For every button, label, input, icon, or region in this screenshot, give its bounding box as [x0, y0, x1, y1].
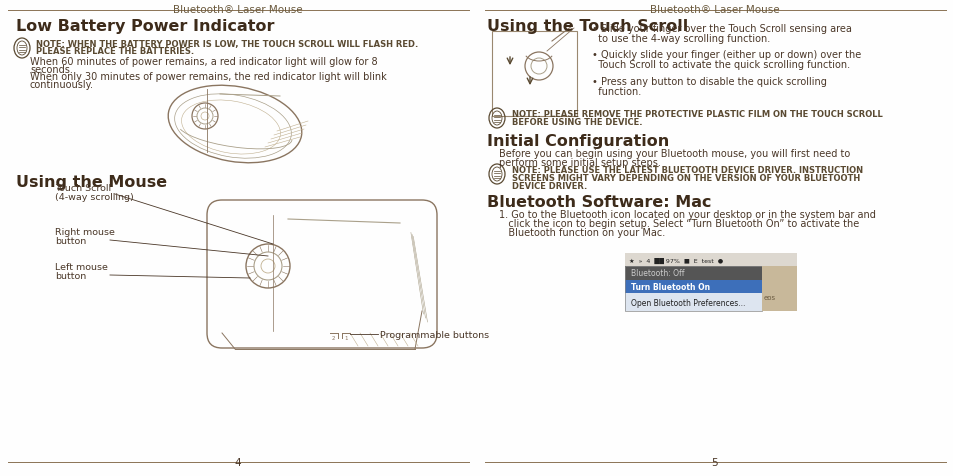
Text: Touch Scroll to activate the quick scrolling function.: Touch Scroll to activate the quick scrol…: [592, 60, 849, 70]
Bar: [624, 267, 761, 311]
Text: Before you can begin using your Bluetooth mouse, you will first need to: Before you can begin using your Bluetoot…: [498, 149, 849, 159]
Text: perform some initial setup steps.: perform some initial setup steps.: [498, 158, 660, 168]
Text: eos: eos: [763, 295, 776, 301]
Text: to use the 4-way scrolling function.: to use the 4-way scrolling function.: [592, 34, 769, 44]
Text: function.: function.: [592, 87, 640, 97]
Text: • Slide your finger over the Touch Scroll sensing area: • Slide your finger over the Touch Scrol…: [592, 24, 851, 34]
Bar: [624, 267, 761, 280]
Bar: [476, 0, 953, 476]
Text: When only 30 minutes of power remains, the red indicator light will blink: When only 30 minutes of power remains, t…: [30, 72, 386, 82]
Text: Initial Configuration: Initial Configuration: [486, 134, 669, 149]
Bar: [492, 32, 577, 117]
Text: NOTE: PLEASE USE THE LATEST BLUETOOTH DEVICE DRIVER. INSTRUCTION: NOTE: PLEASE USE THE LATEST BLUETOOTH DE…: [512, 166, 862, 175]
Text: Bluetooth® Laser Mouse: Bluetooth® Laser Mouse: [173, 5, 302, 15]
Text: ★  »  4  ██ 97%  ■  E  test  ●: ★ » 4 ██ 97% ■ E test ●: [628, 257, 722, 263]
Text: continuously.: continuously.: [30, 80, 94, 90]
Text: 5: 5: [711, 457, 718, 467]
Text: 4: 4: [234, 457, 241, 467]
Text: Touch Scroll: Touch Scroll: [55, 184, 111, 193]
Text: Using the Mouse: Using the Mouse: [16, 175, 167, 189]
Text: NOTE: PLEASE REMOVE THE PROTECTIVE PLASTIC FILM ON THE TOUCH SCROLL: NOTE: PLEASE REMOVE THE PROTECTIVE PLAST…: [512, 110, 882, 119]
Bar: [0, 0, 476, 476]
Text: Low Battery Power Indicator: Low Battery Power Indicator: [16, 19, 274, 34]
Text: BEFORE USING THE DEVICE.: BEFORE USING THE DEVICE.: [512, 118, 641, 127]
Text: • Press any button to disable the quick scrolling: • Press any button to disable the quick …: [592, 77, 826, 87]
Text: SCREENS MIGHT VARY DEPENDING ON THE VERSION OF YOUR BLUETOOTH: SCREENS MIGHT VARY DEPENDING ON THE VERS…: [512, 174, 860, 183]
Text: DEVICE DRIVER.: DEVICE DRIVER.: [512, 182, 587, 190]
Bar: [761, 267, 796, 311]
Text: Turn Bluetooth On: Turn Bluetooth On: [630, 282, 709, 291]
Text: Bluetooth function on your Mac.: Bluetooth function on your Mac.: [498, 228, 664, 238]
Text: 1: 1: [344, 335, 347, 340]
Text: Bluetooth Software: Mac: Bluetooth Software: Mac: [486, 195, 711, 209]
Text: Right mouse: Right mouse: [55, 228, 114, 237]
Text: button: button: [55, 237, 86, 246]
Text: NOTE: WHEN THE BATTERY POWER IS LOW, THE TOUCH SCROLL WILL FLASH RED.: NOTE: WHEN THE BATTERY POWER IS LOW, THE…: [36, 40, 417, 49]
Text: 2: 2: [332, 335, 335, 340]
Text: Bluetooth® Laser Mouse: Bluetooth® Laser Mouse: [650, 5, 779, 15]
Text: click the icon to begin setup. Select “Turn Bluetooth On” to activate the: click the icon to begin setup. Select “T…: [498, 218, 859, 228]
Text: Left mouse: Left mouse: [55, 262, 108, 271]
Text: Using the Touch Scroll: Using the Touch Scroll: [486, 19, 687, 34]
Bar: [624, 293, 761, 311]
Text: Open Bluetooth Preferences...: Open Bluetooth Preferences...: [630, 298, 744, 307]
Text: When 60 minutes of power remains, a red indicator light will glow for 8: When 60 minutes of power remains, a red …: [30, 57, 377, 67]
Text: Bluetooth: Off: Bluetooth: Off: [630, 269, 684, 278]
Text: (4-way scrolling): (4-way scrolling): [55, 193, 133, 201]
Bar: [624, 253, 796, 267]
Bar: [624, 280, 761, 293]
Text: seconds.: seconds.: [30, 65, 72, 75]
Text: PLEASE REPLACE THE BATTERIES.: PLEASE REPLACE THE BATTERIES.: [36, 47, 193, 56]
Bar: [624, 267, 761, 311]
Text: Programmable buttons: Programmable buttons: [379, 330, 489, 339]
Text: • Quickly slide your finger (either up or down) over the: • Quickly slide your finger (either up o…: [592, 50, 861, 60]
Text: 1. Go to the Bluetooth icon located on your desktop or in the system bar and: 1. Go to the Bluetooth icon located on y…: [498, 209, 875, 219]
Text: button: button: [55, 271, 86, 280]
